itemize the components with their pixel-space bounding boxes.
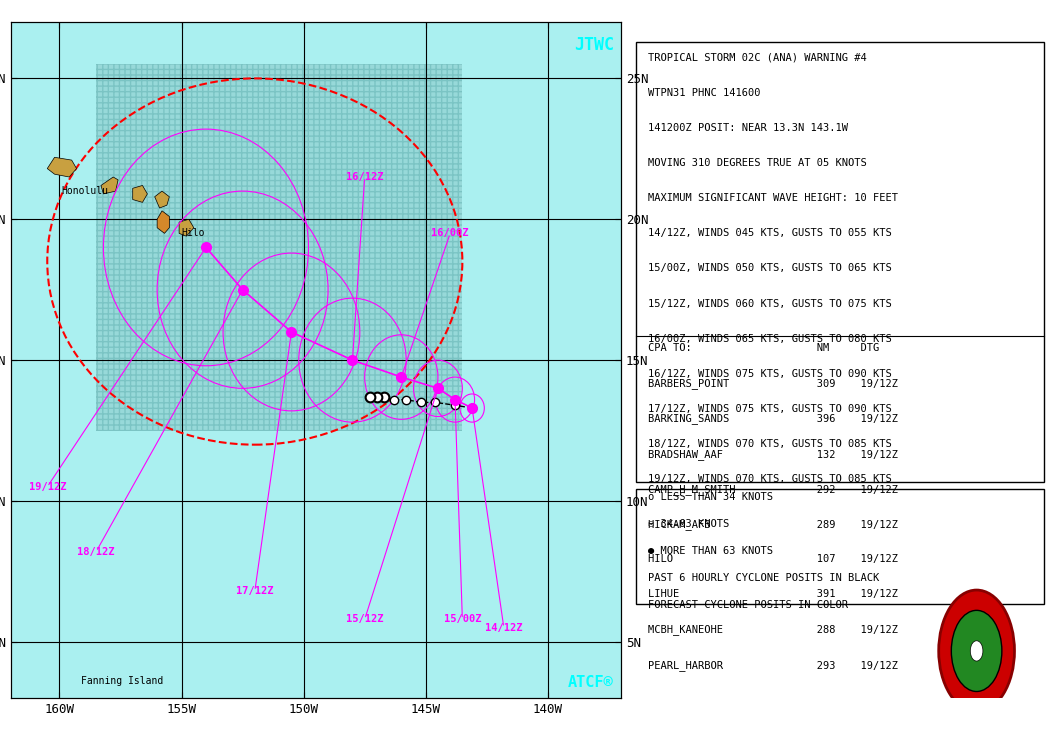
- Text: 141200Z POSIT: NEAR 13.3N 143.1W: 141200Z POSIT: NEAR 13.3N 143.1W: [648, 123, 848, 133]
- Text: BARBERS_POINT              309    19/12Z: BARBERS_POINT 309 19/12Z: [648, 379, 898, 390]
- Text: HILO                       107    19/12Z: HILO 107 19/12Z: [648, 554, 898, 564]
- Text: JTWC: JTWC: [574, 36, 613, 54]
- Text: 16/12Z, WINDS 075 KTS, GUSTS TO 090 KTS: 16/12Z, WINDS 075 KTS, GUSTS TO 090 KTS: [648, 369, 892, 379]
- Polygon shape: [47, 157, 77, 177]
- Text: 19/12Z: 19/12Z: [29, 482, 66, 492]
- Circle shape: [951, 610, 1001, 692]
- Text: 16/00Z: 16/00Z: [432, 229, 469, 238]
- Text: 16/00Z, WINDS 065 KTS, GUSTS TO 080 KTS: 16/00Z, WINDS 065 KTS, GUSTS TO 080 KTS: [648, 334, 892, 344]
- Text: 18/12Z: 18/12Z: [78, 547, 115, 556]
- Text: 16/12Z: 16/12Z: [345, 172, 384, 182]
- Text: Hilo: Hilo: [182, 228, 205, 238]
- Text: CAMP_H_M_SMITH             292    19/12Z: CAMP_H_M_SMITH 292 19/12Z: [648, 484, 898, 495]
- Text: 18/12Z, WINDS 070 KTS, GUSTS TO 085 KTS: 18/12Z, WINDS 070 KTS, GUSTS TO 085 KTS: [648, 440, 892, 449]
- Text: MCBH_KANEOHE               288    19/12Z: MCBH_KANEOHE 288 19/12Z: [648, 625, 898, 636]
- Text: 15/00Z, WINDS 050 KTS, GUSTS TO 065 KTS: 15/00Z, WINDS 050 KTS, GUSTS TO 065 KTS: [648, 263, 892, 273]
- Text: 19/12Z, WINDS 070 KTS, GUSTS TO 085 KTS: 19/12Z, WINDS 070 KTS, GUSTS TO 085 KTS: [648, 474, 892, 484]
- Text: LIHUE                      391    19/12Z: LIHUE 391 19/12Z: [648, 589, 898, 599]
- Bar: [96, 65, 462, 431]
- Text: TROPICAL STORM 02C (ANA) WARNING #4: TROPICAL STORM 02C (ANA) WARNING #4: [648, 52, 867, 62]
- Text: 17/12Z: 17/12Z: [236, 587, 273, 596]
- Text: CPA TO:                    NM     DTG: CPA TO: NM DTG: [648, 343, 879, 354]
- Text: Fanning Island: Fanning Island: [82, 676, 164, 686]
- Text: MAXIMUM SIGNIFICANT WAVE HEIGHT: 10 FEET: MAXIMUM SIGNIFICANT WAVE HEIGHT: 10 FEET: [648, 193, 898, 203]
- Polygon shape: [155, 191, 169, 208]
- Text: 14/12Z: 14/12Z: [485, 623, 523, 633]
- Text: Honolulu: Honolulu: [62, 186, 108, 196]
- Text: 15/12Z, WINDS 060 KTS, GUSTS TO 075 KTS: 15/12Z, WINDS 060 KTS, GUSTS TO 075 KTS: [648, 298, 892, 309]
- Polygon shape: [101, 177, 118, 194]
- Text: BRADSHAW_AAF               132    19/12Z: BRADSHAW_AAF 132 19/12Z: [648, 449, 898, 459]
- Text: 15/00Z: 15/00Z: [443, 614, 482, 624]
- Text: PAST 6 HOURLY CYCLONE POSITS IN BLACK: PAST 6 HOURLY CYCLONE POSITS IN BLACK: [648, 573, 879, 583]
- Circle shape: [939, 590, 1014, 711]
- FancyBboxPatch shape: [636, 43, 1044, 482]
- Text: 14/12Z, WINDS 045 KTS, GUSTS TO 055 KTS: 14/12Z, WINDS 045 KTS, GUSTS TO 055 KTS: [648, 229, 892, 238]
- Circle shape: [971, 641, 983, 661]
- Text: ATCF®: ATCF®: [568, 675, 613, 689]
- Polygon shape: [133, 185, 148, 202]
- Text: o LESS THAN 34 KNOTS: o LESS THAN 34 KNOTS: [648, 492, 773, 502]
- Polygon shape: [179, 219, 193, 236]
- Text: PEARL_HARBOR               293    19/12Z: PEARL_HARBOR 293 19/12Z: [648, 660, 898, 670]
- Text: FORECAST CYCLONE POSITS IN COLOR: FORECAST CYCLONE POSITS IN COLOR: [648, 600, 848, 610]
- Text: HICKAM_AFB                 289    19/12Z: HICKAM_AFB 289 19/12Z: [648, 519, 898, 530]
- Bar: [96, 65, 462, 431]
- Text: WTPN31 PHNC 141600: WTPN31 PHNC 141600: [648, 87, 761, 98]
- Polygon shape: [157, 211, 169, 234]
- Text: MOVING 310 DEGREES TRUE AT 05 KNOTS: MOVING 310 DEGREES TRUE AT 05 KNOTS: [648, 158, 867, 168]
- Text: BARKING_SANDS              396    19/12Z: BARKING_SANDS 396 19/12Z: [648, 414, 898, 425]
- FancyBboxPatch shape: [636, 489, 1044, 603]
- Text: ☉ 34-63 KNOTS: ☉ 34-63 KNOTS: [648, 519, 729, 529]
- Text: ● MORE THAN 63 KNOTS: ● MORE THAN 63 KNOTS: [648, 546, 773, 556]
- Text: 17/12Z, WINDS 075 KTS, GUSTS TO 090 KTS: 17/12Z, WINDS 075 KTS, GUSTS TO 090 KTS: [648, 404, 892, 414]
- Text: 15/12Z: 15/12Z: [345, 614, 384, 624]
